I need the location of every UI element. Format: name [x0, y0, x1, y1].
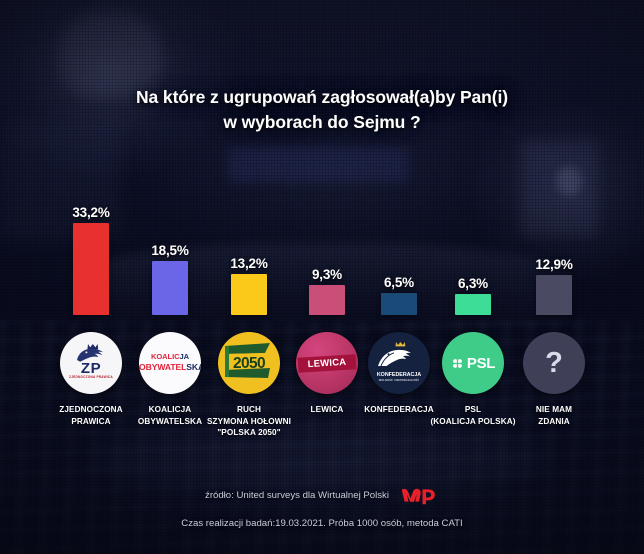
caption-nie-mam-zdania: NIE MAM ZDANIA	[508, 404, 600, 427]
bar-value-label: 13,2%	[230, 256, 268, 271]
psl-logo-row: PSL	[451, 355, 495, 372]
eagle-crown-icon	[77, 344, 104, 362]
psl-logo: PSL	[442, 332, 504, 394]
bar-rect	[536, 275, 572, 315]
bar-value-label: 9,3%	[312, 267, 342, 282]
bar-column-lewica: 9,3%	[288, 267, 366, 315]
bar-rect	[73, 223, 109, 315]
caption-line: ZJEDNOCZONA	[59, 405, 123, 414]
polska2050-logo-text: 2050	[232, 355, 266, 372]
bar-rect	[152, 261, 188, 315]
caption-zjednoczona-prawica: ZJEDNOCZONA PRAWICA	[45, 404, 137, 427]
ko-logo-koalic: KOALIC	[150, 352, 180, 361]
ko-logo-obywatel: OBYWATEL	[139, 362, 187, 372]
bar-chart: 33,2% 18,5% 13,2% 9,3% 6,5% 6,3% 12,9%	[0, 185, 644, 315]
zp-logo-text: ZP	[80, 360, 102, 377]
zp-logo-subtext: ZJEDNOCZONA PRAWICA	[69, 375, 113, 379]
bar-rect	[309, 285, 345, 315]
bar-value-label: 33,2%	[72, 205, 110, 220]
caption-line: SZYMONA HOŁOWNI	[207, 416, 291, 426]
bar-rect	[381, 293, 417, 315]
lewica-logo-text: LEWICA	[307, 356, 347, 371]
bar-column-nie-mam-zdania: 12,9%	[515, 257, 593, 315]
ko-logo-line2: OBYWATELSKA	[139, 362, 201, 372]
bar-value-label: 18,5%	[151, 243, 189, 258]
title-line-1: Na które z ugrupowań zagłosował(a)by Pan…	[136, 87, 508, 107]
caption-line: PRAWICA	[71, 416, 111, 426]
party-logos-row: ZP ZJEDNOCZONA PRAWICA KOALICJA OBYWATEL…	[0, 332, 644, 402]
caption-line: KONFEDERACJA	[364, 405, 434, 414]
ko-logo-ja: JA	[179, 352, 190, 361]
bar-value-label: 6,5%	[384, 275, 414, 290]
question-mark-icon: ?	[545, 346, 563, 379]
konfederacja-logo: KONFEDERACJA WOLNOŚĆ I NIEPODLEGŁOŚĆ	[368, 332, 430, 394]
bar-column-koalicja-obywatelska: 18,5%	[131, 243, 209, 315]
logo-column-koalicja-obywatelska: KOALICJA OBYWATELSKA	[131, 332, 209, 394]
caption-line: (KOALICJA POLSKA)	[430, 416, 516, 426]
logo-column-konfederacja: KONFEDERACJA WOLNOŚĆ I NIEPODLEGŁOŚĆ	[360, 332, 438, 394]
bar-rect	[455, 294, 491, 315]
logo-column-psl: PSL	[434, 332, 512, 394]
logo-column-lewica: LEWICA	[288, 332, 366, 394]
polska2050-flag-icon	[225, 343, 270, 378]
caption-line: "POLSKA 2050"	[217, 428, 281, 437]
source-line: źródło: United surveys dla Wirtualnej Po…	[0, 486, 644, 505]
bar-column-konfederacja: 6,5%	[360, 275, 438, 315]
clover-icon	[451, 357, 464, 369]
bar-column-psl: 6,3%	[434, 276, 512, 315]
ko-logo-ska: SKA	[186, 362, 201, 372]
logo-column-zjednoczona-prawica: ZP ZJEDNOCZONA PRAWICA	[52, 332, 130, 394]
bar-value-label: 12,9%	[535, 257, 573, 272]
caption-line: KOALICJA	[148, 405, 192, 414]
question-logo: ?	[523, 332, 585, 394]
caption-lewica: LEWICA	[281, 404, 373, 416]
caption-psl: PSL (KOALICJA POLSKA)	[427, 404, 519, 427]
lewica-logo: LEWICA	[296, 332, 358, 394]
bar-column-zjednoczona-prawica: 33,2%	[52, 205, 130, 315]
bar-column-polska-2050: 13,2%	[210, 256, 288, 315]
polska2050-logo: 2050	[218, 332, 280, 394]
konfederacja-logo-subtext: WOLNOŚĆ I NIEPODLEGŁOŚĆ	[378, 379, 420, 382]
caption-line: RUCH	[236, 405, 262, 414]
wp-logo-icon	[401, 488, 435, 505]
zp-logo: ZP ZJEDNOCZONA PRAWICA	[60, 332, 122, 394]
title-line-2: w wyborach do Sejmu ?	[223, 112, 421, 132]
survey-meta: Czas realizacji badań:19.03.2021. Próba …	[181, 518, 463, 529]
caption-line: ZDANIA	[538, 416, 570, 426]
psl-logo-text: PSL	[466, 354, 496, 372]
caption-koalicja-obywatelska: KOALICJA OBYWATELSKA	[124, 404, 216, 427]
logo-column-polska-2050: 2050	[210, 332, 288, 394]
caption-line: PSL	[464, 405, 482, 414]
logo-column-nie-mam-zdania: ?	[515, 332, 593, 394]
ko-logo-line1: KOALICJA	[139, 352, 201, 361]
poll-question-title: Na które z ugrupowań zagłosował(a)by Pan…	[0, 85, 644, 135]
konfederacja-logo-text: KONFEDERACJA	[376, 372, 422, 378]
caption-line: NIE MAM	[535, 405, 573, 414]
caption-konfederacja: KONFEDERACJA	[353, 404, 445, 416]
bar-value-label: 6,3%	[458, 276, 488, 291]
caption-line: LEWICA	[310, 405, 344, 414]
hussar-wing-crown-icon	[378, 342, 411, 367]
caption-line: OBYWATELSKA	[137, 416, 203, 426]
ko-logo: KOALICJA OBYWATELSKA	[139, 332, 201, 394]
lewica-logo-band: LEWICA	[297, 354, 357, 373]
source-text: źródło: United surveys dla Wirtualnej Po…	[205, 490, 389, 501]
bar-rect	[231, 274, 267, 315]
caption-polska-2050: RUCH SZYMONA HOŁOWNI "POLSKA 2050"	[203, 404, 295, 439]
